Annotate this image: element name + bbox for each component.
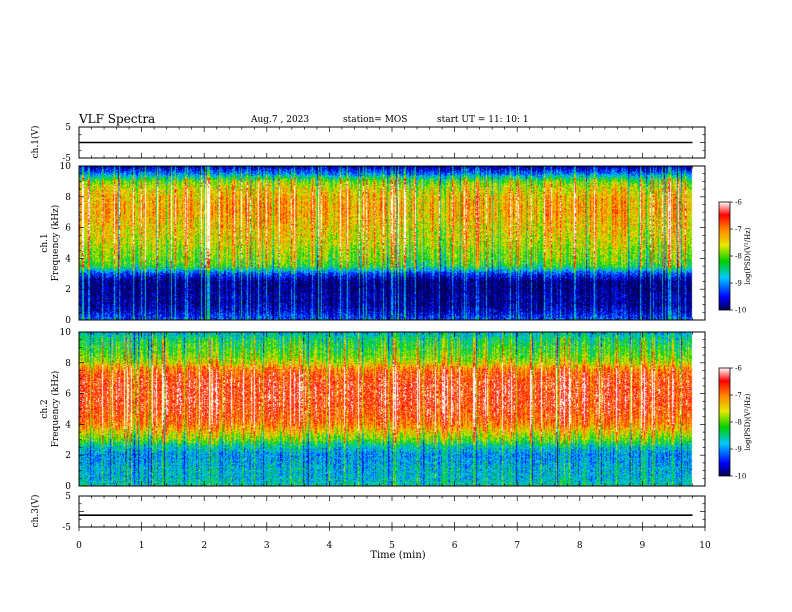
x-tick-label: 3 [264,541,270,551]
colorbar-tick-label: -10 [735,307,746,315]
station-label: station= MOS [343,115,408,125]
ch2-spectrogram-ylabel-channel: ch.2 [40,399,50,418]
x-tick-label: 10 [699,541,711,551]
chart-title: VLF Spectra [79,112,156,126]
y-tick-label: 4 [65,254,71,264]
colorbar-tick-label: -10 [735,473,746,481]
colorbar-tick-label: -7 [735,226,742,234]
ch1-colorbar [718,201,731,311]
y-tick-label: 6 [65,224,71,234]
ch1-spectrogram-image [79,166,705,320]
y-tick-label: -5 [62,154,71,164]
y-tick-label: 8 [65,193,71,203]
ch1-spectrogram-ylabel-frequency: Frequency (kHz) [50,205,61,282]
axis-ticks: 0 1 2 3 4 5 6 7 8 9 10 0 2 4 6 8 10 0 2 4 6 8 10 5 -5 5 -5 -6 -7 -8 -9… [60,123,747,551]
x-tick-label: 2 [201,541,207,551]
colorbar-tick-label: -9 [735,280,742,288]
x-tick-label: 7 [514,541,520,551]
y-tick-label: 5 [65,123,71,133]
ch3-voltage-ylabel: ch.3(V) [30,495,41,528]
x-tick-label: 8 [577,541,583,551]
colorbar-tick-label: -8 [735,419,742,427]
ch2-colorbar [718,367,731,477]
y-tick-label: 0 [65,482,71,492]
ch1-colorbar-label: log(PSD)(V²/Hz) [744,227,752,284]
ch1-voltage-ylabel: ch.1(V) [30,126,41,159]
start-ut-label: start UT = 11: 10: 1 [437,115,529,125]
colorbar-tick-label: -7 [735,392,742,400]
y-tick-label: 10 [60,162,72,172]
colorbar-tick-label: -9 [735,446,742,454]
y-tick-label: 2 [65,285,71,295]
y-tick-label: -5 [62,523,71,533]
ch2-spectrogram-ylabel-frequency: Frequency (kHz) [50,371,61,448]
y-tick-label: 4 [65,420,71,430]
y-tick-label: 8 [65,359,71,369]
colorbar-tick-label: -8 [735,253,742,261]
colorbar-tick-label: -6 [735,199,742,207]
ch2-colorbar-label: log(PSD)(V²/Hz) [744,393,752,450]
y-tick-label: 10 [60,328,72,338]
x-tick-label: 6 [452,541,458,551]
x-tick-label: 0 [76,541,82,551]
y-tick-label: 5 [65,492,71,502]
colorbar-tick-label: -6 [735,365,742,373]
x-tick-label: 4 [327,541,333,551]
ch2-spectrogram-image [79,332,705,486]
ch1-spectrogram-ylabel-channel: ch.1 [40,233,50,252]
y-tick-label: 2 [65,451,71,461]
date-label: Aug.7 , 2023 [251,115,310,125]
y-tick-label: 6 [65,390,71,400]
x-tick-label: 5 [389,541,395,551]
x-tick-label: 9 [640,541,646,551]
x-tick-label: 1 [139,541,145,551]
time-axis-label: Time (min) [370,550,425,561]
y-tick-label: 0 [65,316,71,326]
